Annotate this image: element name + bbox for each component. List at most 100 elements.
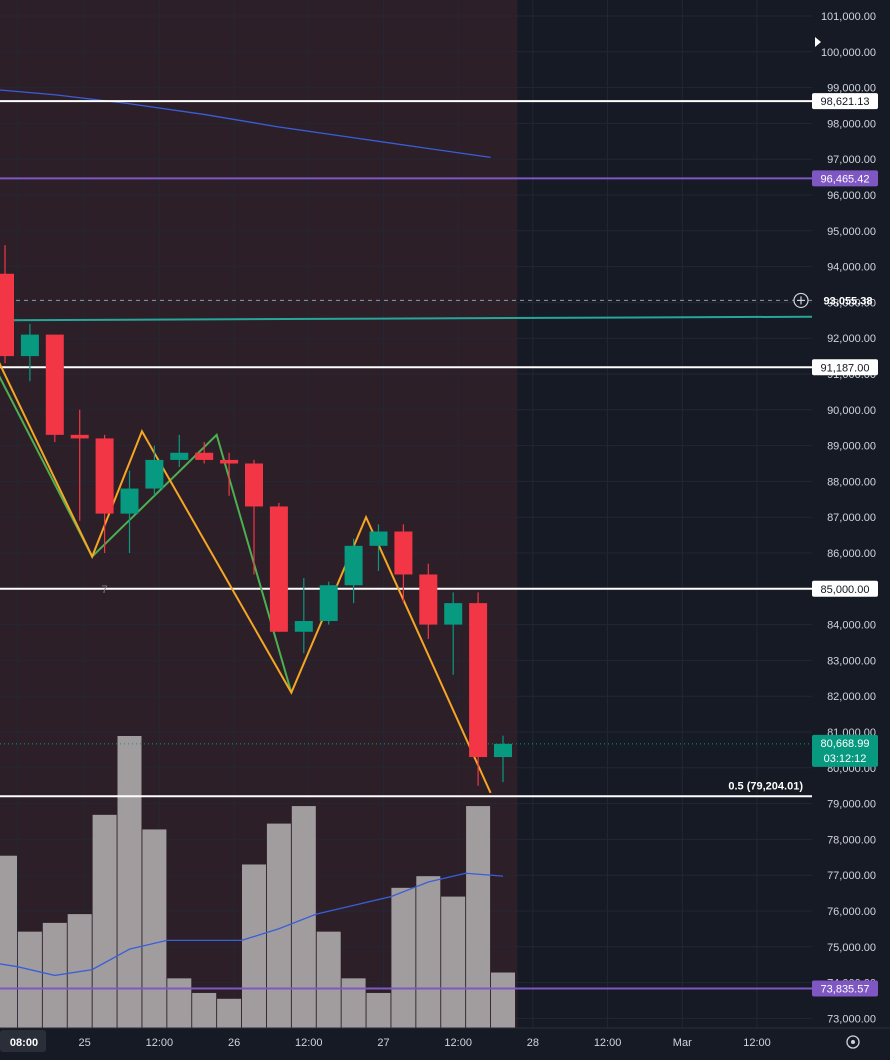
price-axis-tick-label: 95,000.00 xyxy=(827,226,876,238)
candle-down xyxy=(95,438,114,514)
candle-up xyxy=(444,603,463,625)
settings-icon-ring xyxy=(846,1035,860,1049)
time-axis-label: Mar xyxy=(673,1037,692,1049)
current-price-label: 80,668.99 xyxy=(821,738,870,750)
current-price-countdown: 03:12:12 xyxy=(824,753,867,765)
price-axis-tick-label: 76,000.00 xyxy=(827,906,876,918)
time-axis-label: 12:00 xyxy=(594,1037,622,1049)
time-axis-label: 26 xyxy=(228,1037,240,1049)
volume-bar xyxy=(142,829,167,1028)
time-axis-label: 25 xyxy=(79,1037,91,1049)
candle-down xyxy=(469,603,488,758)
price-axis-tick-label: 92,000.00 xyxy=(827,333,876,345)
price-axis-tick-label: 79,000.00 xyxy=(827,799,876,811)
level-price-label-bg xyxy=(812,580,878,597)
time-axis-background xyxy=(0,1028,890,1055)
price-axis-tick-label: 86,000.00 xyxy=(827,548,876,560)
candle-down xyxy=(394,531,413,575)
candle-down xyxy=(70,434,89,439)
level-price-label-bg xyxy=(812,980,878,997)
zigzag-count-label: 7 xyxy=(102,584,108,596)
price-axis-tick-label: 100,000.00 xyxy=(821,47,876,59)
level-price-label-bg xyxy=(812,93,878,110)
volume-bar xyxy=(291,806,316,1028)
volume-bar xyxy=(17,931,42,1028)
candle-down xyxy=(269,506,288,632)
teal-trendline xyxy=(0,315,813,322)
volume-moving-average-line xyxy=(0,872,504,977)
time-axis-label: 28 xyxy=(527,1037,539,1049)
level-price-label-bg xyxy=(812,359,878,376)
volume-bar xyxy=(416,876,441,1028)
volume-bar xyxy=(217,998,242,1028)
candle-up xyxy=(145,459,164,489)
volume-bar xyxy=(92,814,117,1028)
add-alert-icon[interactable] xyxy=(793,292,809,309)
settings-icon-center xyxy=(851,1040,855,1044)
volume-bar xyxy=(341,978,366,1028)
price-axis-tick-label: 94,000.00 xyxy=(827,262,876,274)
price-axis-tick-label: 87,000.00 xyxy=(827,512,876,524)
candle-up xyxy=(170,452,189,460)
price-axis-tick-label: 84,000.00 xyxy=(827,620,876,632)
price-axis-tick-label: 88,000.00 xyxy=(827,476,876,488)
current-price-label-bg xyxy=(812,734,878,767)
price-axis-tick-label: 97,000.00 xyxy=(827,154,876,166)
candle-up xyxy=(344,545,363,586)
candle-down xyxy=(220,459,239,464)
candle-up xyxy=(20,334,39,357)
candle-down xyxy=(0,273,14,357)
price-axis-tick-label: 101,000.00 xyxy=(821,11,876,23)
price-axis-tick-label: 90,000.00 xyxy=(827,405,876,417)
time-axis-label: 12:00 xyxy=(444,1037,472,1049)
time-axis-label: 12:00 xyxy=(295,1037,323,1049)
price-axis-tick-label: 83,000.00 xyxy=(827,655,876,667)
volume-bar xyxy=(316,931,341,1028)
volume-bar xyxy=(391,887,416,1028)
candle-down xyxy=(195,452,214,460)
moving-average-line xyxy=(0,89,491,159)
level-price-label: 91,187.00 xyxy=(821,362,870,374)
time-axis-label: 12:00 xyxy=(146,1037,174,1049)
crosshair-price-label: 93,055.38 xyxy=(824,295,873,307)
price-axis-tick-label: 82,000.00 xyxy=(827,691,876,703)
level-price-label: 73,835.57 xyxy=(821,983,870,995)
volume-bar xyxy=(0,855,17,1028)
candle-down xyxy=(419,574,438,625)
price-axis-tick-label: 78,000.00 xyxy=(827,834,876,846)
level-price-label: 96,465.42 xyxy=(821,173,870,185)
price-axis-tick-label: 77,000.00 xyxy=(827,870,876,882)
time-axis-label: 12:00 xyxy=(743,1037,771,1049)
time-axis-label: 08:00 xyxy=(10,1037,38,1049)
volume-bar xyxy=(366,992,391,1028)
candle-up xyxy=(120,488,139,514)
price-axis-tick-label: 93,000.00 xyxy=(827,297,876,309)
candle-up xyxy=(294,621,313,632)
session-background xyxy=(0,0,518,1028)
price-axis-tick-label: 98,000.00 xyxy=(827,118,876,130)
level-price-label-bg xyxy=(812,170,878,187)
price-axis-tick-label: 99,000.00 xyxy=(827,83,876,95)
scroll-right-icon[interactable] xyxy=(815,37,821,47)
volume-bar xyxy=(167,978,192,1028)
candle-up xyxy=(494,743,512,758)
volume-bar xyxy=(192,992,217,1028)
volume-bar xyxy=(242,864,266,1028)
candle-up xyxy=(319,585,338,622)
candle-up xyxy=(369,531,388,546)
volume-bar xyxy=(441,896,466,1028)
volume-bar xyxy=(466,806,491,1028)
time-axis-label: 27 xyxy=(377,1037,389,1049)
time-axis-highlight xyxy=(0,1030,46,1052)
candle-down xyxy=(45,334,64,435)
settings-icon[interactable] xyxy=(846,1035,860,1049)
volume-bar xyxy=(117,736,142,1028)
candle-down xyxy=(245,463,263,507)
price-axis-tick-label: 73,000.00 xyxy=(827,1013,876,1025)
volume-bar xyxy=(491,972,515,1028)
level-price-label: 98,621.13 xyxy=(821,96,870,108)
zigzag-orange-line xyxy=(0,362,492,794)
price-axis-tick-label: 89,000.00 xyxy=(827,441,876,453)
